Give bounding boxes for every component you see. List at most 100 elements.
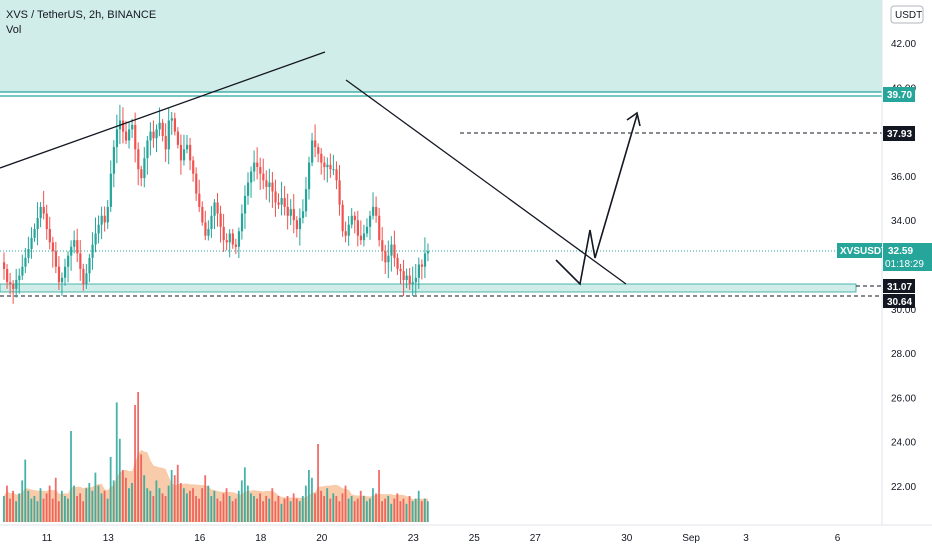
time-axis-tick: Sep	[682, 533, 700, 544]
price-tag-30-64-label: 30.64	[887, 297, 912, 308]
volume-bar	[42, 498, 45, 522]
candle-body	[100, 215, 103, 225]
volume-bar	[137, 392, 139, 522]
rising-trendline[interactable]	[0, 51, 326, 169]
candle-body	[198, 193, 201, 207]
candle-body	[73, 240, 76, 247]
projected-path-arrow[interactable]	[555, 114, 638, 286]
volume-bar	[60, 490, 63, 522]
price-tag-last: XVSUSDT 32.59 01:18:29	[837, 243, 932, 271]
volume-bar	[198, 498, 200, 522]
time-axis[interactable]: 11 13 16 18 20 23 25 27 30 Sep 3 6	[42, 533, 841, 544]
candle-body	[152, 131, 155, 139]
volume-bar	[167, 485, 170, 522]
volume-bar	[88, 483, 91, 522]
candle-body	[396, 257, 399, 269]
candle-body	[173, 118, 176, 132]
candle-body	[280, 198, 283, 205]
candle-body	[131, 124, 134, 130]
volume-bar	[423, 498, 426, 522]
volume-bar	[91, 490, 94, 522]
volume-bar	[164, 496, 167, 522]
descending-trendline[interactable]	[345, 79, 627, 285]
price-axis-tick: 22.00	[891, 482, 916, 493]
volume-bar	[393, 498, 396, 522]
candle-body	[207, 229, 210, 236]
volume-bar	[353, 501, 356, 522]
volume-bar	[271, 488, 274, 522]
volume-bar	[103, 490, 106, 522]
volume-bar	[204, 475, 207, 522]
price-tag-37-93-label: 37.93	[887, 129, 912, 140]
candle-body	[97, 224, 100, 234]
candle-body	[317, 147, 320, 154]
candle-body	[332, 169, 335, 171]
time-axis-tick: 3	[743, 533, 749, 544]
volume-bar	[411, 501, 414, 522]
volume-bar	[210, 496, 213, 522]
volume-bar	[372, 488, 374, 522]
volume-bar	[195, 496, 197, 522]
volume-indicator-label[interactable]: Vol	[6, 24, 22, 36]
volume-bar	[173, 475, 176, 522]
volume-bar	[320, 490, 322, 522]
volume-bar	[85, 488, 88, 522]
volume-bar	[186, 493, 188, 522]
price-axis-tick: 24.00	[891, 438, 916, 449]
volume-bar	[182, 488, 185, 522]
time-axis-tick: 27	[530, 533, 542, 544]
candle-body	[82, 268, 85, 285]
price-axis-tick: 42.00	[891, 39, 916, 50]
volume-bar	[109, 457, 112, 522]
volume-bar	[396, 493, 399, 522]
volume-bar	[179, 483, 182, 522]
candle-body	[6, 268, 9, 283]
candle-body	[350, 215, 353, 225]
volume-bar	[121, 470, 124, 522]
candle-body	[3, 262, 6, 269]
candle-body	[137, 149, 140, 170]
volume-bar	[70, 431, 72, 522]
volume-bar	[216, 498, 219, 522]
volume-bar	[259, 493, 261, 522]
volume-bar	[283, 498, 286, 522]
candle-body	[210, 215, 213, 230]
currency-button-label: USDT	[895, 10, 922, 21]
candle-body	[146, 140, 149, 159]
volume-bar	[152, 496, 155, 522]
symbol-title[interactable]: XVS / TetherUS, 2h, BINANCE	[6, 9, 157, 21]
volume-bar	[106, 498, 109, 522]
candle-body	[213, 202, 216, 216]
volume-bar	[405, 503, 408, 522]
candle-body	[274, 191, 277, 203]
volume-bar	[387, 496, 390, 522]
volume-bar	[311, 477, 313, 522]
volume-bar	[207, 485, 210, 522]
volume-bar	[338, 501, 341, 522]
candle-body	[362, 233, 366, 241]
volume-bar	[408, 496, 411, 522]
volume-bar	[140, 454, 143, 522]
currency-button[interactable]: USDT	[890, 5, 924, 24]
volume-bar	[402, 498, 405, 522]
volume-bar	[262, 501, 265, 522]
volume-bar	[128, 488, 130, 522]
volume-bar	[295, 498, 298, 522]
candle-body	[109, 173, 112, 207]
volume-bar	[79, 493, 82, 522]
volume-bar	[332, 493, 335, 522]
candle-body	[414, 277, 417, 283]
candle-body	[402, 271, 405, 281]
volume-bar	[155, 480, 158, 522]
volume-bar	[115, 402, 118, 522]
candle-body	[15, 280, 18, 289]
candle-body	[201, 206, 204, 223]
candle-body	[347, 224, 350, 236]
candle-body	[399, 268, 402, 272]
candle-body	[365, 226, 369, 234]
candle-body	[21, 266, 24, 276]
candle-body	[51, 242, 54, 252]
price-axis-tick: 28.00	[891, 349, 916, 360]
candle-body	[143, 158, 146, 179]
